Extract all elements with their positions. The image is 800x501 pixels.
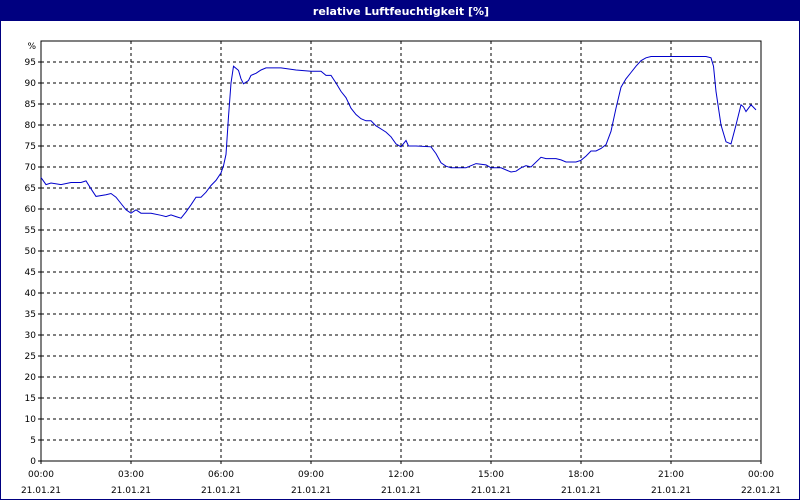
y-tick-label: 50 (25, 247, 37, 257)
x-tick-time-label: 00:00 (748, 470, 774, 480)
humidity-series-line (40, 56, 757, 219)
x-tick-date-label: 21.01.21 (111, 486, 151, 496)
y-axis-ticks: 0 5 10 15 20 25 30 35 40 45 50 55 60 65 70 75 80 85 90 95 (25, 58, 41, 467)
y-tick-label: 80 (25, 121, 37, 131)
y-tick-label: 5 (30, 436, 36, 446)
x-axis-ticks: 00:00 21.01.21 03:00 21.01.21 06:00 21.01.21 0… (21, 461, 781, 496)
x-tick-date-label: 21.01.21 (471, 486, 511, 496)
y-tick-label: 90 (25, 79, 37, 89)
grid-lines (41, 41, 761, 461)
title-bar: relative Luftfeuchtigkeit [%] (1, 1, 800, 21)
y-tick-label: 85 (25, 100, 36, 110)
x-tick-date-label: 21.01.21 (651, 486, 691, 496)
y-tick-label: 10 (25, 415, 37, 425)
y-tick-label: 25 (25, 352, 36, 362)
y-tick-label: 55 (25, 226, 36, 236)
y-tick-label: 70 (25, 163, 37, 173)
x-tick-time-label: 03:00 (118, 470, 144, 480)
x-tick-date-label: 21.01.21 (201, 486, 241, 496)
y-tick-label: 0 (30, 457, 36, 467)
y-tick-label: 65 (25, 184, 36, 194)
y-tick-label: 30 (25, 331, 37, 341)
y-tick-label: 15 (25, 394, 36, 404)
chart-title: relative Luftfeuchtigkeit [%] (312, 4, 490, 18)
y-tick-label: 75 (25, 142, 36, 152)
y-tick-label: 45 (25, 268, 36, 278)
y-tick-label: 20 (25, 373, 37, 383)
x-tick-time-label: 06:00 (208, 470, 234, 480)
x-tick-time-label: 15:00 (478, 470, 504, 480)
x-tick-date-label: 21.01.21 (21, 486, 61, 496)
x-tick-time-label: 18:00 (568, 470, 594, 480)
x-tick-time-label: 00:00 (28, 470, 54, 480)
y-tick-label: 60 (25, 205, 37, 215)
y-axis-unit-label: % (27, 42, 36, 52)
x-tick-time-label: 21:00 (658, 470, 684, 480)
x-tick-date-label: 21.01.21 (291, 486, 331, 496)
y-tick-label: 40 (25, 289, 37, 299)
x-tick-date-label: 22.01.21 (741, 486, 781, 496)
x-tick-date-label: 21.01.21 (381, 486, 421, 496)
x-tick-time-label: 12:00 (388, 470, 414, 480)
x-tick-time-label: 09:00 (298, 470, 324, 480)
x-tick-date-label: 21.01.21 (561, 486, 601, 496)
y-tick-label: 35 (25, 310, 36, 320)
y-tick-label: 95 (25, 58, 36, 68)
